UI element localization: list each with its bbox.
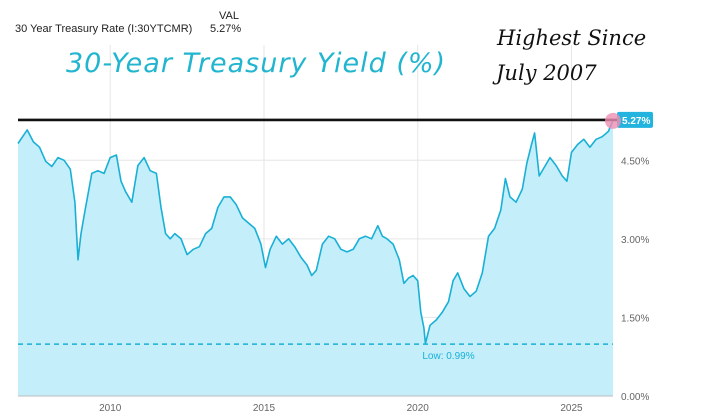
- legend-series-label: 30 Year Treasury Rate (I:30YTCMR): [15, 23, 193, 35]
- y-tick-labels: 0.00% 1.50% 3.00% 4.50%: [621, 156, 649, 403]
- current-value-badge: 5.27%: [617, 111, 653, 128]
- series-area-fill: [18, 119, 613, 397]
- y-tick-label: 4.50%: [621, 156, 649, 167]
- overlay-title: 30-Year Treasury Yield (%): [66, 48, 447, 79]
- low-label: Low: 0.99%: [422, 351, 474, 362]
- series-line: [17, 119, 614, 345]
- x-tick-label: 2025: [560, 403, 583, 414]
- current-value-badge-text: 5.27%: [622, 116, 650, 127]
- y-tick-label: 3.00%: [621, 235, 649, 246]
- x-tick-label: 2020: [407, 403, 430, 414]
- legend-val-header: VAL: [219, 10, 239, 22]
- current-value-badge-box: [617, 111, 653, 128]
- highest-since-note-line1: Highest Since: [497, 26, 647, 50]
- x-tick-labels: 2010 2015 2020 2025: [99, 403, 583, 414]
- x-tick-label: 2015: [253, 403, 276, 414]
- x-tick-label: 2010: [99, 403, 122, 414]
- current-value-marker: [605, 112, 621, 129]
- legend-val-value: 5.27%: [210, 23, 242, 35]
- highest-since-note-line2: July 2007: [496, 61, 597, 85]
- y-tick-label: 0.00%: [621, 392, 649, 403]
- y-tick-label: 1.50%: [621, 313, 649, 324]
